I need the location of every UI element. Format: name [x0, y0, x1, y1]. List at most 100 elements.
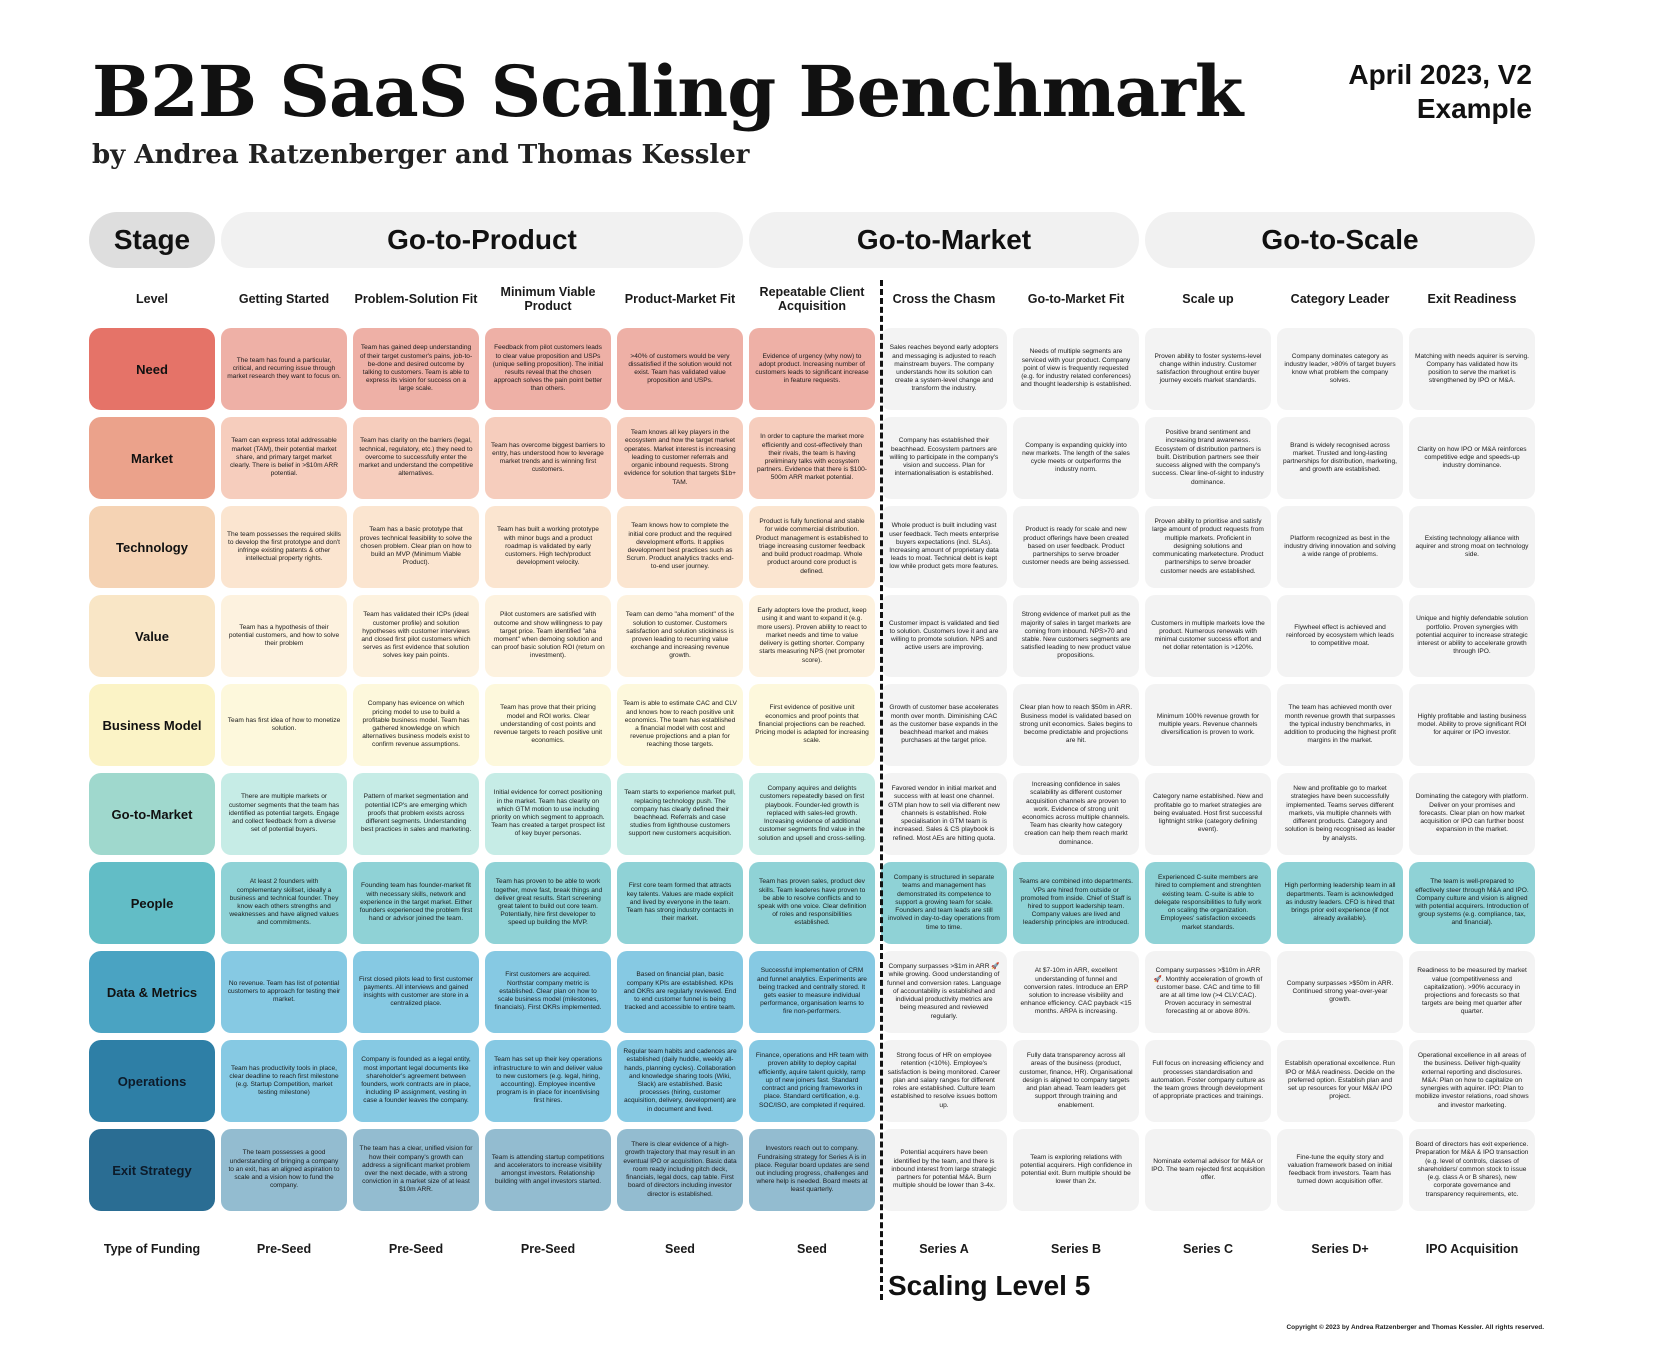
benchmark-cell: Strong evidence of market pull as the ma…	[1013, 595, 1139, 677]
level-10: Exit Readiness	[1427, 292, 1517, 306]
row-label-market: Market	[89, 417, 215, 499]
benchmark-cell: Company is expanding quickly into new ma…	[1013, 417, 1139, 499]
benchmark-cell: Dominating the category with platform. D…	[1409, 773, 1535, 855]
row-label-technology: Technology	[89, 506, 215, 588]
stage-header: Stage	[89, 212, 215, 268]
row-label-go-to-market: Go-to-Market	[89, 773, 215, 855]
benchmark-cell: Company dominates category as industry l…	[1277, 328, 1403, 410]
stage-go-to-scale: Go-to-Scale	[1145, 212, 1535, 268]
benchmark-cell: Favored vendor in initial market and suc…	[881, 773, 1007, 855]
stage-go-to-product: Go-to-Product	[221, 212, 743, 268]
benchmark-cell: Category name established. New and profi…	[1145, 773, 1271, 855]
benchmark-cell: Strong focus of HR on employee retention…	[881, 1040, 1007, 1122]
funding-7: Series B	[1050, 1242, 1102, 1256]
benchmark-cell: Company is structured in separate teams …	[881, 862, 1007, 944]
benchmark-cell: Team has a basic prototype that proves t…	[353, 506, 479, 588]
benchmark-cell: Existing technology alliance with aquire…	[1409, 506, 1535, 588]
benchmark-cell: Growth of customer base accelerates mont…	[881, 684, 1007, 766]
benchmark-cell: Team starts to experience market pull, r…	[617, 773, 743, 855]
row-label-data-metrics: Data & Metrics	[89, 951, 215, 1033]
benchmark-cell: Team has prove that their pricing model …	[485, 684, 611, 766]
row-label-business-model: Business Model	[89, 684, 215, 766]
benchmark-cell: Matching with needs aquirer is serving. …	[1409, 328, 1535, 410]
level-5: Repeatable Client Acquisition	[759, 285, 865, 313]
benchmark-cell: Team has built a working prototype with …	[485, 506, 611, 588]
benchmark-cell: Early adopters love the product, keep us…	[749, 595, 875, 677]
benchmark-cell: >40% of customers would be very dissatis…	[617, 328, 743, 410]
version-tag: Example	[1416, 93, 1532, 124]
benchmark-cell: Whole product is built including vast us…	[881, 506, 1007, 588]
benchmark-cell: Team has validated their ICPs (ideal cus…	[353, 595, 479, 677]
benchmark-cell: New and profitable go to market strategi…	[1277, 773, 1403, 855]
level-6: Cross the Chasm	[892, 292, 996, 306]
version-date: April 2023, V2	[1348, 59, 1532, 90]
benchmark-cell: Team has clarity on the barriers (legal,…	[353, 417, 479, 499]
benchmark-cell: Founding team has founder-market fit wit…	[353, 862, 479, 944]
benchmark-cell: Customers in multiple markets love the p…	[1145, 595, 1271, 677]
benchmark-cell: Team has proven to be able to work toget…	[485, 862, 611, 944]
benchmark-cell: Team is exploring relations with potenti…	[1013, 1129, 1139, 1211]
benchmark-cell: Feedback from pilot customers leads to c…	[485, 328, 611, 410]
benchmark-cell: Company surpasses >$1m in ARR 🚀 while gr…	[881, 951, 1007, 1033]
level-4: Product-Market Fit	[624, 292, 736, 306]
benchmark-cell: Team has set up their key operations inf…	[485, 1040, 611, 1122]
benchmark-cell: At $7-10m in ARR, excellent understandin…	[1013, 951, 1139, 1033]
scaling-divider	[880, 280, 883, 1300]
level-3: Minimum Viable Product	[500, 285, 596, 313]
row-label-people: People	[89, 862, 215, 944]
benchmark-cell: First customers are acquired. Northstar …	[485, 951, 611, 1033]
benchmark-cell: Team is attending startup competitions a…	[485, 1129, 611, 1211]
benchmark-cell: Initial evidence for correct positioning…	[485, 773, 611, 855]
level-7: Go-to-Market Fit	[1027, 292, 1125, 306]
row-label-need: Need	[89, 328, 215, 410]
row-label-operations: Operations	[89, 1040, 215, 1122]
funding-9: Series D+	[1311, 1242, 1369, 1256]
version-block: April 2023, V2 Example	[1348, 58, 1532, 126]
benchmark-cell: Establish operational excellence. Run IP…	[1277, 1040, 1403, 1122]
funding-5: Seed	[797, 1242, 827, 1256]
benchmark-cell: Minimum 100% revenue growth for multiple…	[1145, 684, 1271, 766]
funding-6: Series A	[919, 1242, 969, 1256]
benchmark-cell: There is clear evidence of a high-growth…	[617, 1129, 743, 1211]
benchmark-cell: The team has a clear, unified vision for…	[353, 1129, 479, 1211]
benchmark-cell: Clarity on how IPO or M&A reinforces com…	[1409, 417, 1535, 499]
benchmark-cell: The team possesses a good understanding …	[221, 1129, 347, 1211]
funding-2: Pre-Seed	[388, 1242, 444, 1256]
benchmark-cell: The team has achieved month over month r…	[1277, 684, 1403, 766]
benchmark-cell: Team has a hypothesis of their potential…	[221, 595, 347, 677]
benchmark-cell: Proven ability to prioritise and satisfy…	[1145, 506, 1271, 588]
benchmark-cell: Flywheel effect is achieved and reinforc…	[1277, 595, 1403, 677]
benchmark-cell: Nominate external advisor for M&A or IPO…	[1145, 1129, 1271, 1211]
benchmark-cell: Experienced C-suite members are hired to…	[1145, 862, 1271, 944]
benchmark-cell: Teams are combined into departments. VPs…	[1013, 862, 1139, 944]
copyright: Copyright © 2023 by Andrea Ratzenberger …	[1286, 1324, 1544, 1331]
scaling-level-label: Scaling Level 5	[888, 1270, 1091, 1301]
benchmark-cell: Successful implementation of CRM and fun…	[749, 951, 875, 1033]
benchmark-cell: At least 2 founders with complementary s…	[221, 862, 347, 944]
benchmark-cell: Operational excellence in all areas of t…	[1409, 1040, 1535, 1122]
benchmark-cell: The team possesses the required skills t…	[221, 506, 347, 588]
benchmark-cell: Finance, operations and HR team with pro…	[749, 1040, 875, 1122]
page-subtitle: by Andrea Ratzenberger and Thomas Kessle…	[92, 140, 750, 170]
benchmark-cell: Customer impact is validated and tied to…	[881, 595, 1007, 677]
benchmark-cell: Company has evicence on which pricing mo…	[353, 684, 479, 766]
benchmark-cell: Company aquires and delights customers r…	[749, 773, 875, 855]
funding-1: Pre-Seed	[256, 1242, 312, 1256]
benchmark-cell: Fully data transparency across all areas…	[1013, 1040, 1139, 1122]
benchmark-cell: Team can express total addressable marke…	[221, 417, 347, 499]
benchmark-cell: The team is well-prepared to effectively…	[1409, 862, 1535, 944]
benchmark-cell: Evidence of urgency (why now) to adopt p…	[749, 328, 875, 410]
funding-8: Series C	[1182, 1242, 1234, 1256]
row-label-value: Value	[89, 595, 215, 677]
level-1: Getting Started	[238, 292, 330, 306]
level-8: Scale up	[1182, 292, 1234, 306]
funding-header: Type of Funding	[103, 1242, 201, 1256]
benchmark-cell: Team is able to estimate CAC and CLV and…	[617, 684, 743, 766]
benchmark-cell: Product is fully functional and stable f…	[749, 506, 875, 588]
benchmark-cell: Increasing confidence in sales scalabili…	[1013, 773, 1139, 855]
benchmark-cell: Unique and highly defendable solution po…	[1409, 595, 1535, 677]
benchmark-cell: The team has found a particular, critica…	[221, 328, 347, 410]
benchmark-cell: Company surpasses >$50m in ARR. Continue…	[1277, 951, 1403, 1033]
benchmark-cell: There are multiple markets or customer s…	[221, 773, 347, 855]
benchmark-cell: First evidence of positive unit economic…	[749, 684, 875, 766]
